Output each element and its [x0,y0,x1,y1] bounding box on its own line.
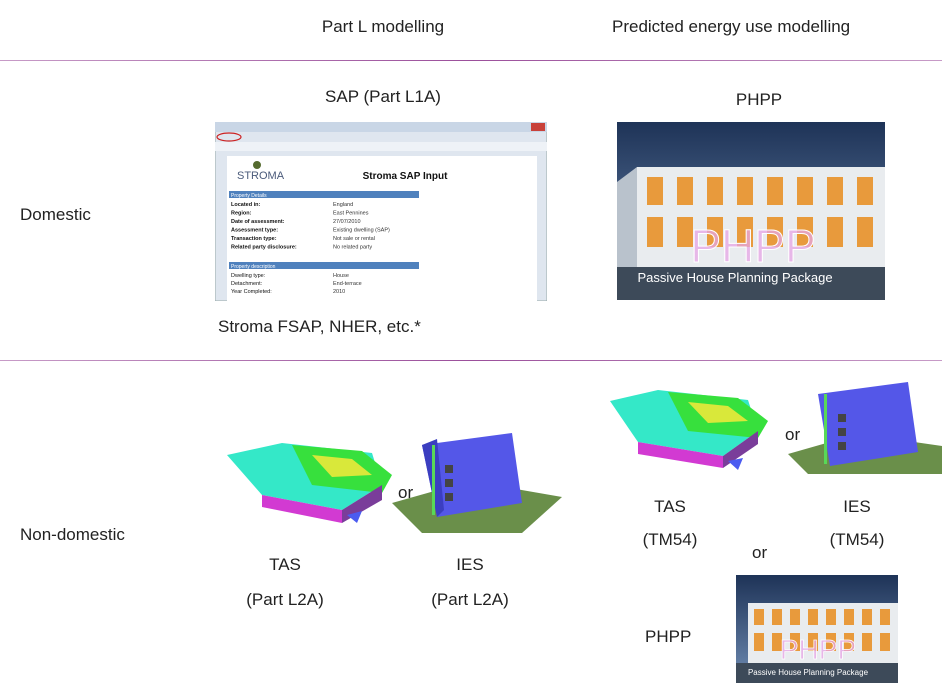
phpp-image: PHPP Passive House Planning Package [617,122,885,300]
section: Property description [231,264,276,270]
field: Year Completed: [231,289,272,295]
field: Date of assessment: [231,219,285,225]
field: House [333,273,349,279]
field: Region: [231,211,252,217]
option-name: TAS [269,555,301,574]
row-label: Non-domestic [20,525,125,544]
field: Existing dwelling (SAP) [333,228,390,234]
field: Assessment type: [231,228,278,234]
field: Located in: [231,202,261,208]
divider [0,360,942,361]
option-name: PHPP [645,627,692,646]
caption: Stroma FSAP, NHER, etc.* [218,317,421,336]
tas-ies-renders [610,382,942,474]
field: No related party [333,245,372,251]
option-note: (TM54) [642,530,698,549]
option-name: TAS [654,497,686,516]
image-caption: Passive House Planning Package [748,668,869,677]
field: Dwelling type: [231,273,266,279]
tas-ies-renders [227,433,562,533]
option-note: (Part L2A) [246,590,324,609]
option-note: (TM54) [829,530,885,549]
logo: STROMA [237,170,285,182]
option-name: IES [843,497,871,516]
field: Transaction type: [231,236,277,242]
field: Not sale or rental [333,236,375,242]
image-caption: Passive House Planning Package [637,270,832,285]
or: or [752,543,768,562]
field: East Pennines [333,211,369,217]
image-logo: PHPP [690,220,815,272]
field: End-terrace [333,281,362,287]
field: 27/07/2010 [333,219,361,225]
divider [0,60,942,61]
or: or [398,483,414,502]
row-label: Domestic [20,205,91,224]
field: Related party disclosure: [231,245,297,251]
method-title: SAP (Part L1A) [325,87,441,106]
field: Detachment: [231,281,263,287]
field: 2010 [333,289,345,295]
option-name: IES [456,555,484,574]
column-header: Part L modelling [321,17,445,36]
image-logo: PHPP [780,634,856,665]
or: or [785,425,801,444]
column-header: Predicted energy use modelling [612,17,851,36]
method-title: PHPP [735,90,783,109]
option-note: (Part L2A) [431,590,509,609]
sap-screenshot: STROMA Stroma SAP Input Property Details… [215,122,547,301]
section: Property Details [231,193,267,199]
screenshot-title: Stroma SAP Input [363,171,448,182]
field: England [333,202,353,208]
phpp-image: PHPP Passive House Planning Package [736,575,898,683]
